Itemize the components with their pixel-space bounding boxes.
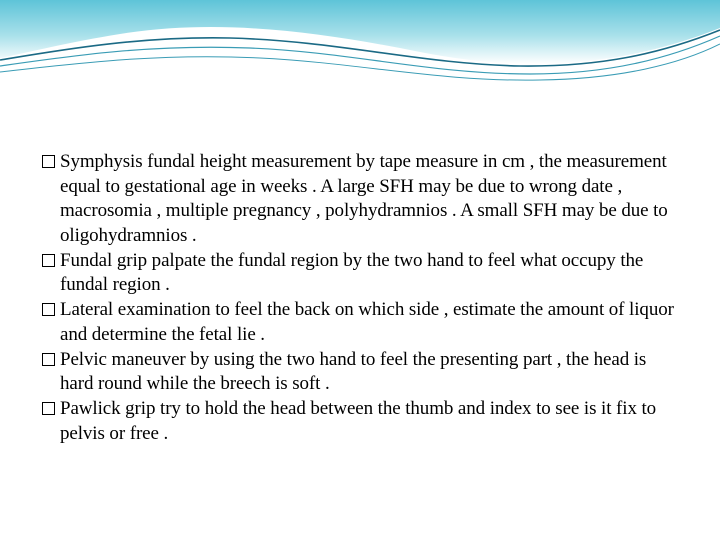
bullet-item: Fundal grip palpate the fundal region by…: [42, 249, 678, 298]
bullet-item: Pawlick grip try to hold the head betwee…: [42, 397, 678, 446]
bullet-marker-icon: [42, 155, 55, 168]
bullet-item: Pelvic maneuver by using the two hand to…: [42, 348, 678, 397]
bullet-marker-icon: [42, 402, 55, 415]
bullet-marker-icon: [42, 353, 55, 366]
bullet-marker-icon: [42, 303, 55, 316]
bullet-item: Symphysis fundal height measurement by t…: [42, 150, 678, 249]
bullet-text: Lateral examination to feel the back on …: [60, 298, 678, 347]
bullet-text: Fundal grip palpate the fundal region by…: [60, 249, 678, 298]
bullet-marker-icon: [42, 254, 55, 267]
bullet-text: Symphysis fundal height measurement by t…: [60, 150, 678, 249]
bullet-text: Pelvic maneuver by using the two hand to…: [60, 348, 678, 397]
bullet-item: Lateral examination to feel the back on …: [42, 298, 678, 347]
bullet-text: Pawlick grip try to hold the head betwee…: [60, 397, 678, 446]
slide-content: Symphysis fundal height measurement by t…: [42, 150, 678, 446]
wave-svg: [0, 0, 720, 95]
slide-header-wave: [0, 0, 720, 95]
